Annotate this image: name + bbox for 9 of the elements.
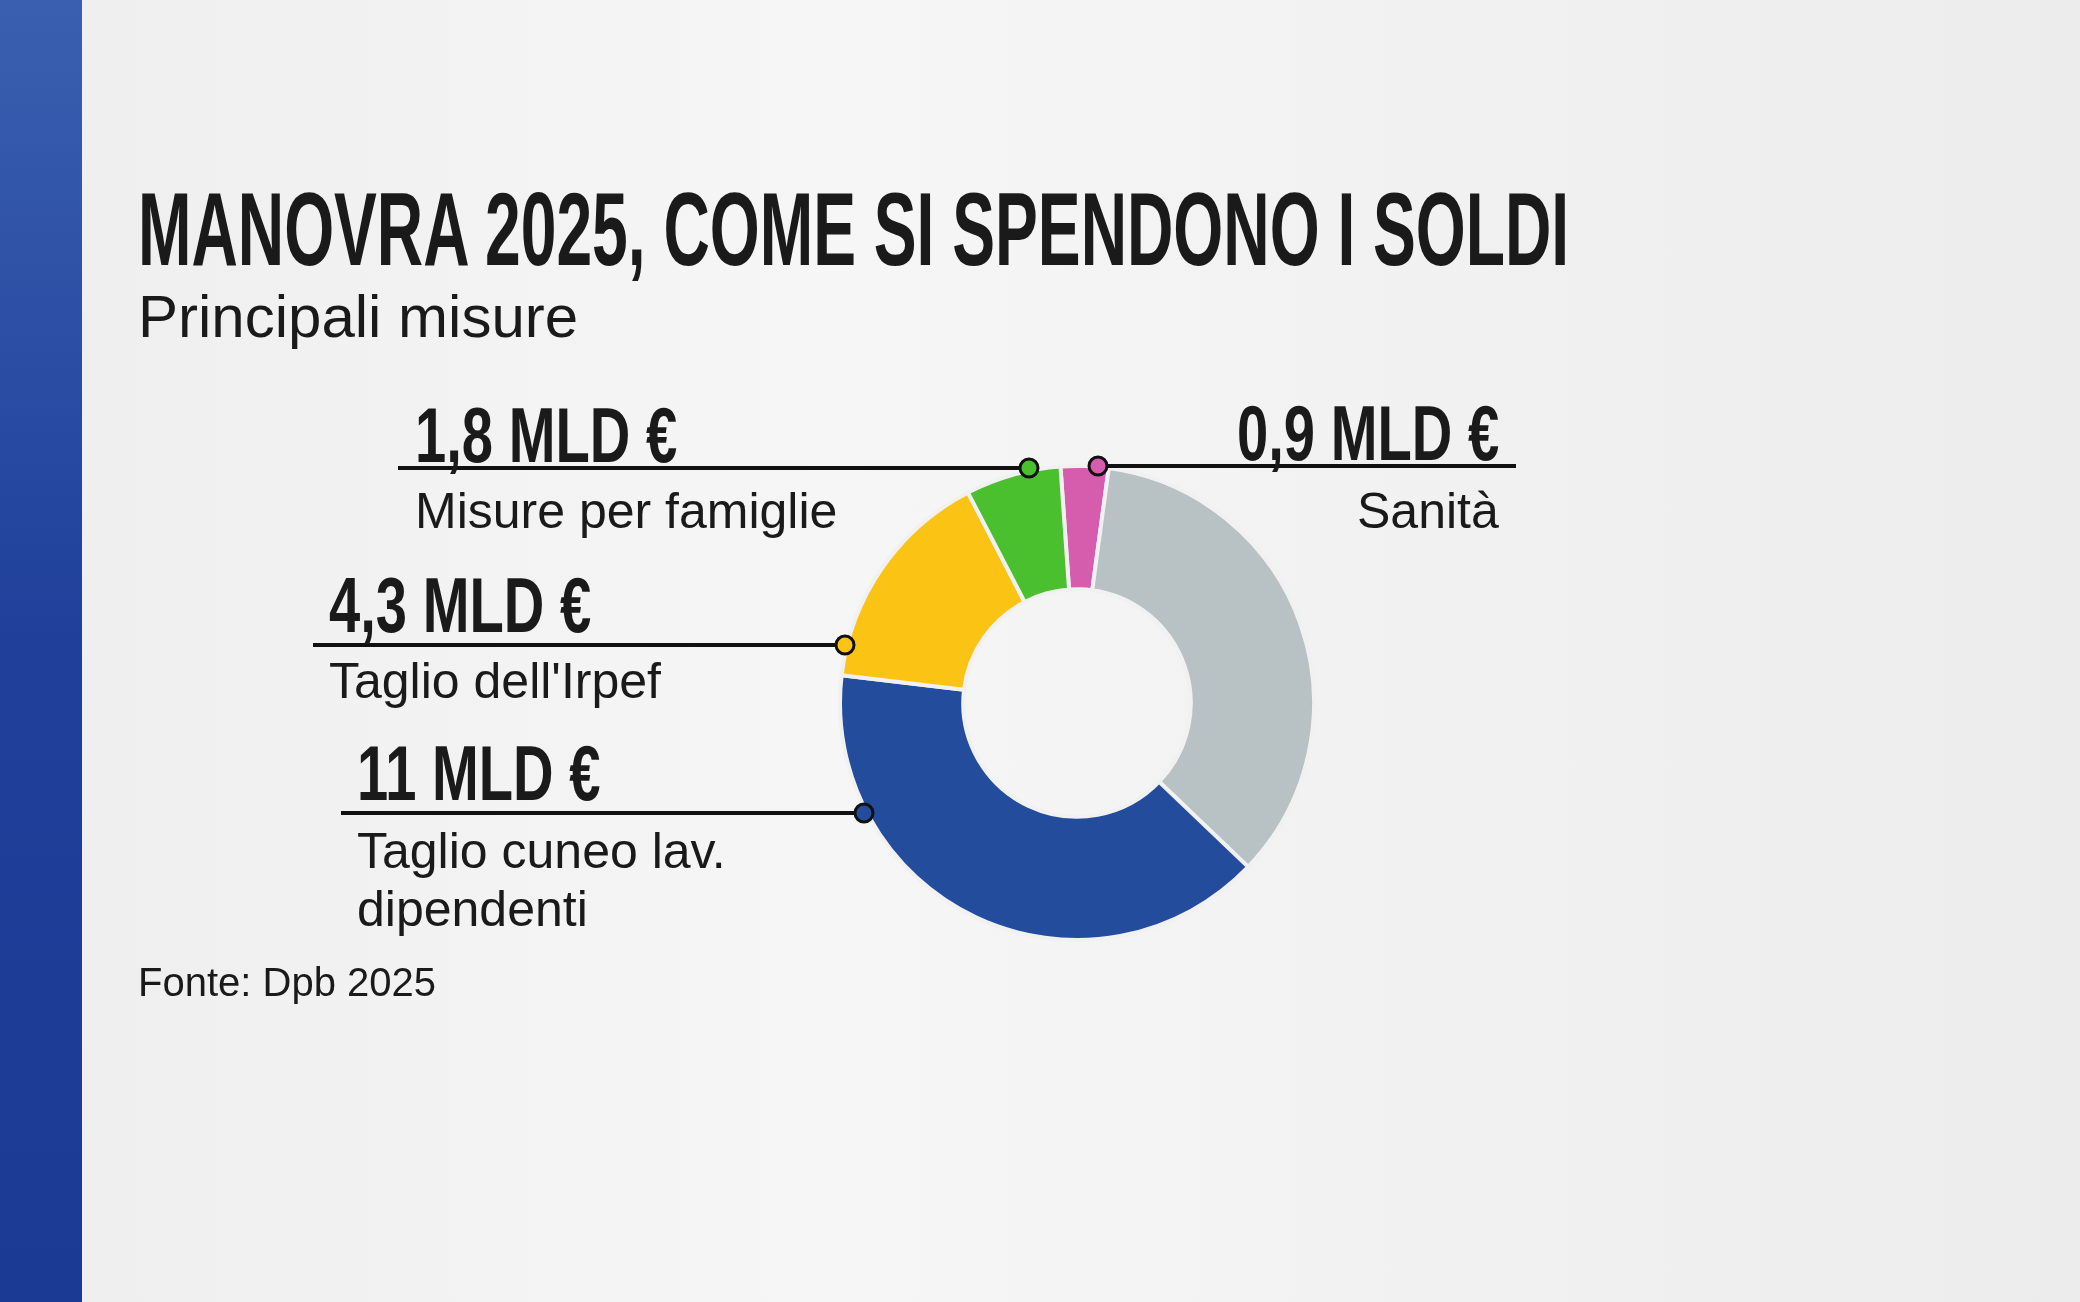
data-label: 11 MLD €: [357, 728, 601, 819]
source-note: Fonte: Dpb 2025: [138, 960, 436, 1005]
data-label: 1,8 MLD €: [415, 390, 678, 481]
slice-label: Taglio dell'Irpef: [329, 652, 661, 710]
slice-label: Taglio cuneo lav. dipendenti: [357, 822, 727, 938]
data-label: 4,3 MLD €: [329, 560, 592, 651]
slice-label: Misure per famiglie: [415, 482, 838, 540]
data-label: 0,9 MLD €: [1236, 388, 1500, 479]
slice-label: Sanità: [1357, 482, 1499, 540]
